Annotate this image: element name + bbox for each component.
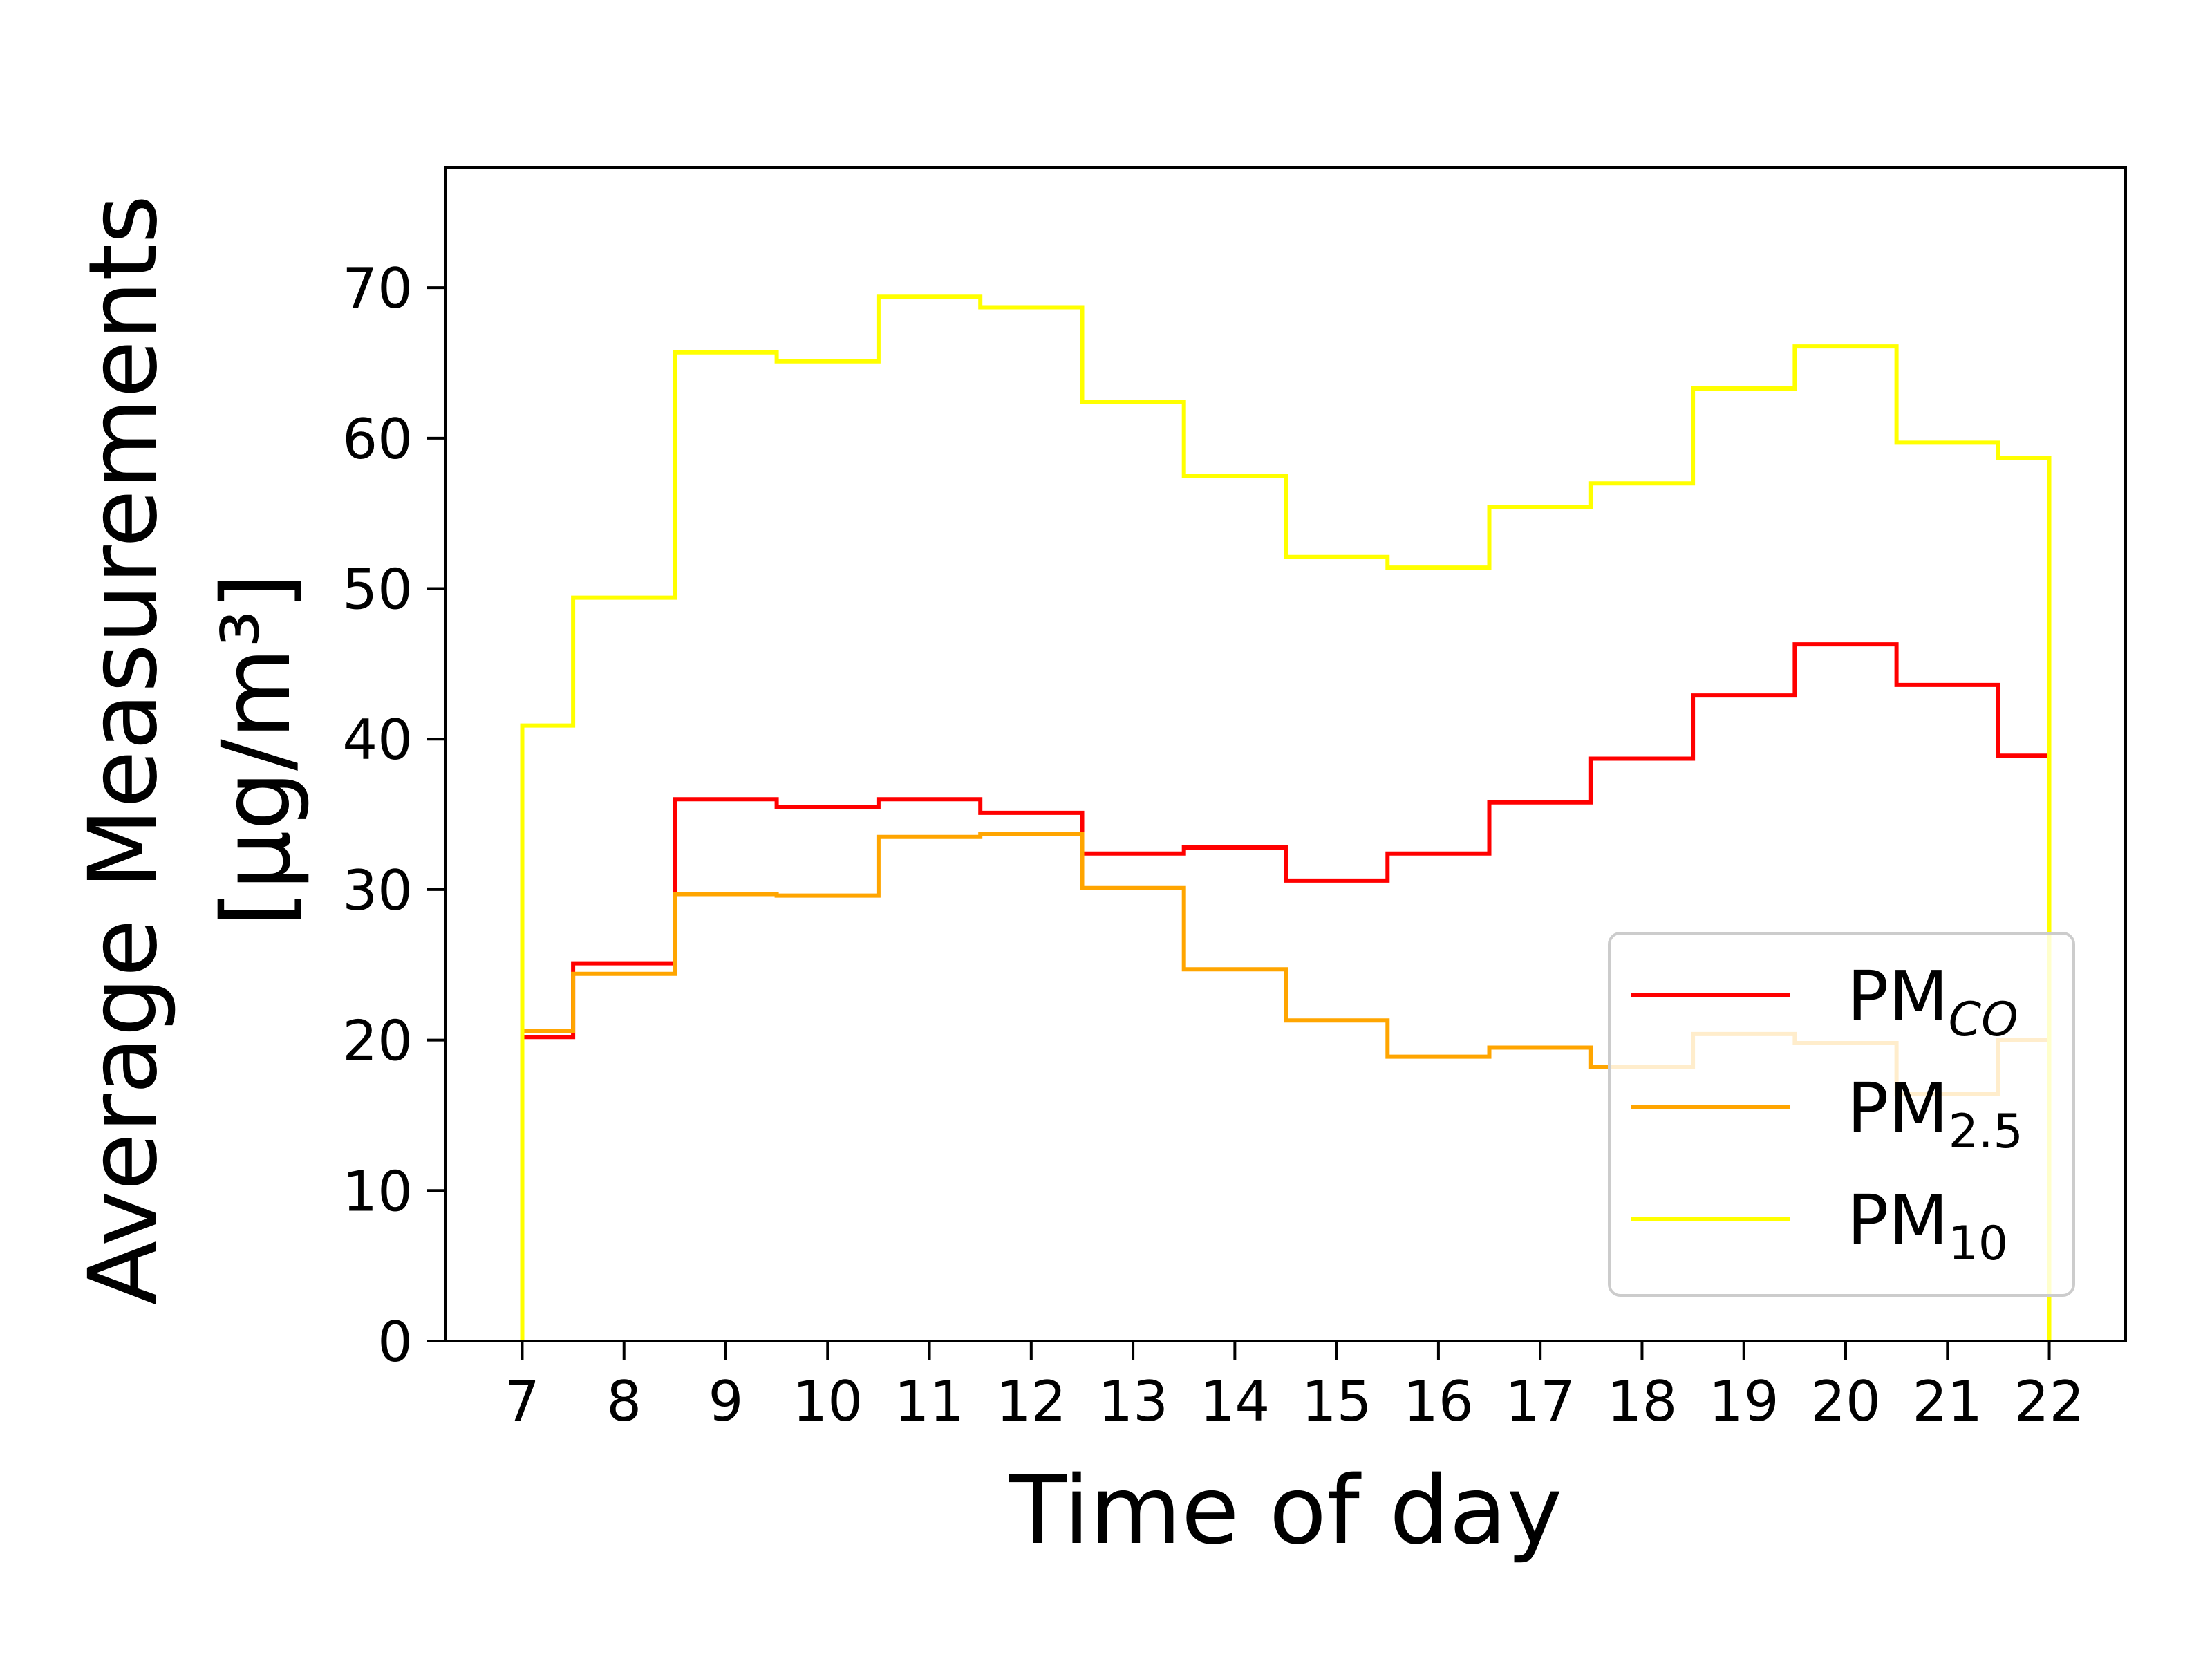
x-tick-label: 19 xyxy=(1709,1369,1779,1434)
x-tick-label: 12 xyxy=(996,1369,1067,1434)
legend-label-base: PM xyxy=(1847,956,1949,1037)
legend-label-0: PMCO xyxy=(1847,956,2018,1047)
y-tick-label: 10 xyxy=(342,1159,413,1224)
x-tick-label: 22 xyxy=(2014,1369,2085,1434)
legend-label-base: PM xyxy=(1847,1068,1949,1149)
y-tick-label: 60 xyxy=(342,407,413,471)
legend-box xyxy=(1608,932,2075,1297)
x-axis-title: Time of day xyxy=(1009,1456,1563,1566)
y-axis-title-line1: Average Measurements xyxy=(69,195,178,1305)
y-tick-label: 20 xyxy=(342,1009,413,1074)
y-axis-title: Average Measurements [μg/m³] xyxy=(69,195,312,1305)
legend-label-subscript: 10 xyxy=(1949,1217,2009,1271)
y-axis-ticks: 0 10 20 30 40 50 60 70 xyxy=(342,256,446,1374)
x-tick-label: 15 xyxy=(1302,1369,1372,1434)
legend-label-base: PM xyxy=(1847,1180,1949,1261)
x-tick-label: 9 xyxy=(709,1369,744,1434)
x-tick-label: 8 xyxy=(606,1369,641,1434)
x-tick-label: 10 xyxy=(792,1369,863,1434)
axes-frame xyxy=(444,166,2127,1342)
x-tick-label: 11 xyxy=(894,1369,965,1434)
y-tick-label: 50 xyxy=(342,558,413,622)
legend-label-subscript: CO xyxy=(1949,993,2018,1047)
x-tick-label: 13 xyxy=(1098,1369,1168,1434)
x-tick-label: 20 xyxy=(1810,1369,1881,1434)
legend-label-subscript: 2.5 xyxy=(1949,1105,2023,1159)
x-tick-label: 18 xyxy=(1607,1369,1678,1434)
legend-label-2: PM10 xyxy=(1847,1180,2008,1271)
plot-area: 7 8 9 10 11 12 13 14 15 16 17 18 19 20 21 22 0 10 20 30 40 5… xyxy=(342,166,2127,1434)
y-tick-label: 30 xyxy=(342,859,413,923)
series-line-0 xyxy=(520,642,2052,1341)
x-axis-ticks: 7 8 9 10 11 12 13 14 15 16 17 18 19 20 21 22 xyxy=(505,1341,2084,1434)
legend-label-1: PM2.5 xyxy=(1847,1068,2023,1159)
y-axis-title-line2: [μg/m³] xyxy=(203,573,312,927)
series-line-2 xyxy=(520,294,2052,1341)
x-tick-label: 7 xyxy=(505,1369,540,1434)
y-tick-label: 40 xyxy=(342,708,413,772)
y-tick-label: 0 xyxy=(377,1310,413,1374)
y-tick-label: 70 xyxy=(342,256,413,321)
x-tick-label: 14 xyxy=(1199,1369,1270,1434)
x-tick-label: 16 xyxy=(1403,1369,1474,1434)
x-tick-label: 17 xyxy=(1505,1369,1575,1434)
x-tick-label: 21 xyxy=(1912,1369,1983,1434)
